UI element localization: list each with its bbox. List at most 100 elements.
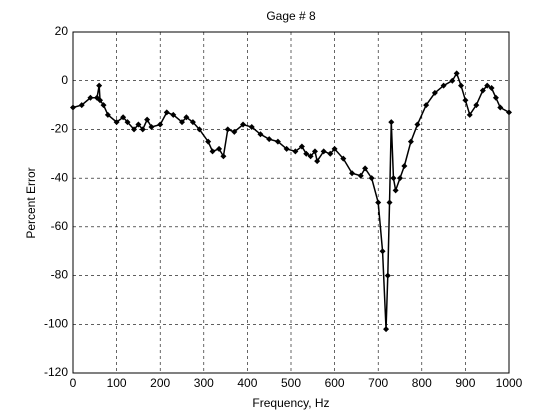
data-point [240, 121, 247, 128]
data-point [135, 121, 142, 128]
data-point [144, 116, 151, 123]
data-point [320, 148, 327, 155]
data-point [131, 126, 138, 133]
data-point [205, 138, 212, 145]
chart-title: Gage # 8 [266, 9, 316, 23]
data-point [392, 187, 399, 194]
data-point [458, 82, 465, 89]
data-point [148, 123, 155, 130]
data-point [104, 111, 111, 118]
data-point [431, 89, 438, 96]
data-point [473, 102, 480, 109]
data-point [298, 143, 305, 150]
data-point [216, 145, 223, 152]
data-point [157, 121, 164, 128]
x-tick-label: 800 [412, 376, 432, 390]
x-tick-label: 600 [325, 376, 345, 390]
data-point [384, 272, 391, 279]
data-point [386, 199, 393, 206]
x-tick-label: 0 [70, 376, 77, 390]
data-point [327, 150, 334, 157]
y-tick-label: 20 [55, 24, 69, 38]
data-point [497, 104, 504, 111]
data-point [423, 102, 430, 109]
data-point [189, 119, 196, 126]
x-tick-label: 1000 [496, 376, 523, 390]
data-point [220, 153, 227, 160]
data-point [488, 85, 495, 92]
x-tick-label: 300 [194, 376, 214, 390]
data-point [170, 111, 177, 118]
data-point [314, 158, 321, 165]
data-point [388, 119, 395, 126]
data-point [303, 150, 310, 157]
data-point [266, 136, 273, 143]
data-point [292, 148, 299, 155]
data-point [401, 162, 408, 169]
data-point [383, 326, 390, 333]
data-point [113, 119, 120, 126]
data-point [248, 123, 255, 130]
x-tick-label: 100 [107, 376, 127, 390]
data-point [283, 145, 290, 152]
data-point [462, 97, 469, 104]
data-point [78, 102, 85, 109]
data-point [124, 119, 131, 126]
data-point [414, 121, 421, 128]
data-point [209, 148, 216, 155]
data-point [397, 175, 403, 182]
data-point [120, 114, 127, 121]
data-point [449, 77, 456, 84]
data-point [139, 126, 146, 133]
x-axis-label: Frequency, Hz [252, 396, 329, 410]
data-point [492, 94, 499, 101]
data-point [362, 165, 369, 172]
data-point [349, 170, 356, 177]
data-point [70, 104, 76, 111]
data-point [357, 172, 364, 179]
y-tick-label: -40 [51, 170, 69, 184]
data-point [179, 119, 185, 126]
data-point [375, 199, 382, 206]
data-point [506, 109, 512, 116]
data-point [453, 70, 460, 77]
data-point [484, 82, 491, 89]
data-point [407, 138, 414, 145]
data-point [307, 153, 314, 160]
data-point [340, 155, 347, 162]
data-point [87, 94, 94, 101]
y-tick-label: -120 [44, 365, 68, 379]
data-point [274, 138, 281, 145]
y-tick-label: -80 [51, 268, 69, 282]
data-point [100, 102, 107, 109]
y-axis-label: Percent Error [24, 167, 38, 238]
data-point [257, 131, 264, 138]
data-point [479, 87, 486, 94]
y-tick-label: -100 [44, 316, 68, 330]
data-point [379, 248, 386, 255]
data-line [72, 71, 510, 330]
data-point [331, 145, 338, 152]
data-point [466, 111, 473, 118]
x-tick-label: 700 [368, 376, 388, 390]
data-point [224, 126, 231, 133]
data-point [97, 97, 104, 104]
y-tick-label: -20 [51, 122, 69, 136]
y-tick-label: 0 [61, 73, 68, 87]
data-point [183, 114, 190, 121]
data-point [311, 148, 318, 155]
x-tick-label: 400 [237, 376, 257, 390]
data-point [440, 82, 447, 89]
data-point [368, 175, 375, 182]
axes-box [72, 31, 510, 374]
data-point [163, 109, 170, 116]
data-point [390, 175, 397, 182]
data-point [96, 82, 103, 89]
data-point [196, 126, 203, 133]
x-tick-label: 200 [150, 376, 170, 390]
x-tick-label: 900 [455, 376, 475, 390]
data-point [231, 128, 238, 135]
x-tick-label: 500 [281, 376, 301, 390]
y-tick-label: -60 [51, 219, 69, 233]
